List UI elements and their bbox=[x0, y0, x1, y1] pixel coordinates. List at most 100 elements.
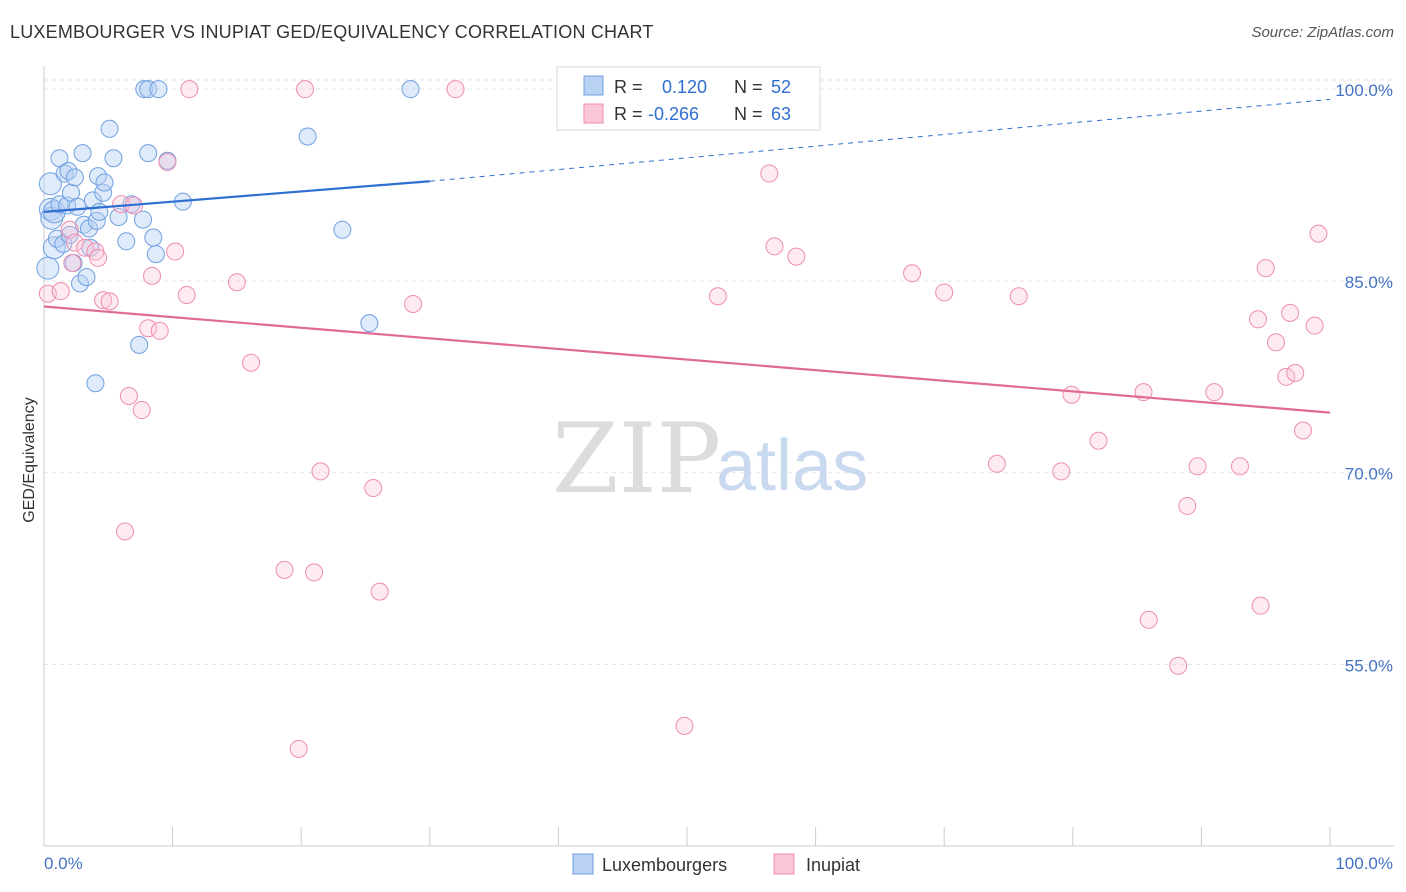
source-label: Source: ZipAtlas.com bbox=[1251, 24, 1394, 41]
point-luxembourgers bbox=[89, 167, 108, 186]
point-inupiat bbox=[132, 401, 151, 420]
point-luxembourgers bbox=[68, 197, 87, 216]
y-tick-label: 70.0% bbox=[1345, 465, 1393, 484]
point-inupiat bbox=[1256, 259, 1275, 278]
point-luxembourgers bbox=[333, 220, 352, 239]
watermark-zip: ZIP bbox=[552, 403, 721, 515]
point-inupiat bbox=[296, 80, 315, 99]
point-luxembourgers bbox=[104, 149, 123, 168]
series-luxembourgers bbox=[36, 80, 420, 393]
legend-swatch-inupiat bbox=[583, 103, 604, 124]
x-tick-label-min: 0.0% bbox=[44, 854, 83, 873]
point-inupiat bbox=[65, 233, 84, 252]
point-inupiat bbox=[708, 287, 727, 306]
point-luxembourgers bbox=[135, 80, 154, 99]
series-inupiat bbox=[38, 80, 1328, 758]
point-luxembourgers bbox=[130, 335, 149, 354]
x-tick-label-max: 100.0% bbox=[1335, 854, 1393, 873]
point-inupiat bbox=[227, 273, 246, 292]
y-tick-label: 85.0% bbox=[1345, 273, 1393, 292]
watermark: ZIP atlas bbox=[552, 403, 868, 515]
point-inupiat bbox=[116, 522, 135, 541]
y-axis-title: GED/Equivalency bbox=[21, 397, 38, 522]
point-luxembourgers bbox=[401, 80, 420, 99]
point-inupiat bbox=[1205, 383, 1224, 402]
point-luxembourgers bbox=[36, 256, 60, 280]
point-inupiat bbox=[1230, 457, 1249, 476]
point-inupiat bbox=[1052, 462, 1071, 481]
point-inupiat bbox=[1293, 421, 1312, 440]
point-inupiat bbox=[935, 283, 954, 302]
trend-lines bbox=[43, 98, 1331, 414]
point-inupiat bbox=[51, 282, 70, 301]
point-inupiat bbox=[1251, 596, 1270, 615]
point-inupiat bbox=[143, 266, 162, 285]
series-legend-swatch-luxembourgers bbox=[572, 853, 594, 875]
point-luxembourgers bbox=[80, 219, 99, 238]
point-inupiat bbox=[1266, 333, 1285, 352]
point-inupiat bbox=[903, 264, 922, 283]
point-luxembourgers bbox=[86, 374, 105, 393]
point-inupiat bbox=[765, 237, 784, 256]
point-luxembourgers bbox=[50, 195, 69, 214]
point-luxembourgers bbox=[144, 228, 163, 247]
point-inupiat bbox=[760, 164, 779, 183]
point-inupiat bbox=[1009, 287, 1028, 306]
series-legend: Luxembourgers Inupiat bbox=[572, 853, 860, 875]
point-luxembourgers bbox=[139, 144, 158, 163]
point-inupiat bbox=[1178, 496, 1197, 515]
legend-n-value-luxembourgers: 52 bbox=[771, 77, 791, 97]
legend-n-value-inupiat: 63 bbox=[771, 104, 791, 124]
point-luxembourgers bbox=[149, 80, 168, 99]
point-inupiat bbox=[446, 80, 465, 99]
point-inupiat bbox=[275, 560, 294, 579]
point-inupiat bbox=[364, 479, 383, 498]
point-luxembourgers bbox=[77, 268, 96, 287]
point-luxembourgers bbox=[100, 119, 119, 138]
point-inupiat bbox=[311, 462, 330, 481]
point-inupiat bbox=[1089, 431, 1108, 450]
point-luxembourgers bbox=[146, 245, 165, 264]
point-inupiat bbox=[1248, 310, 1267, 329]
point-luxembourgers bbox=[298, 127, 317, 146]
legend-r-value-inupiat: -0.266 bbox=[648, 104, 699, 124]
gridlines bbox=[44, 79, 1394, 665]
point-inupiat bbox=[1188, 457, 1207, 476]
point-inupiat bbox=[94, 291, 113, 310]
y-tick-labels: 100.0% 85.0% 70.0% 55.0% bbox=[1335, 81, 1393, 675]
point-inupiat bbox=[987, 454, 1006, 473]
point-inupiat bbox=[1139, 610, 1158, 629]
point-inupiat bbox=[166, 242, 185, 261]
axes bbox=[43, 66, 1394, 847]
point-luxembourgers bbox=[73, 144, 92, 163]
point-inupiat bbox=[1305, 316, 1324, 335]
series-legend-label-inupiat: Inupiat bbox=[806, 855, 860, 875]
point-inupiat bbox=[242, 353, 261, 372]
point-inupiat bbox=[180, 80, 199, 99]
point-inupiat bbox=[1281, 303, 1300, 322]
series-legend-label-luxembourgers: Luxembourgers bbox=[602, 855, 727, 875]
y-tick-label: 55.0% bbox=[1345, 656, 1393, 675]
point-luxembourgers bbox=[139, 80, 158, 99]
stats-legend: R = 0.120 N = 52 R = -0.266 N = 63 bbox=[556, 66, 821, 131]
point-inupiat bbox=[370, 582, 389, 601]
point-inupiat bbox=[675, 716, 694, 735]
point-inupiat bbox=[158, 153, 177, 172]
x-tick-labels: 0.0% 100.0% bbox=[44, 854, 1393, 873]
point-inupiat bbox=[177, 286, 196, 305]
legend-r-label-luxembourgers: R = bbox=[614, 77, 643, 97]
chart-title: LUXEMBOURGER VS INUPIAT GED/EQUIVALENCY … bbox=[10, 22, 654, 42]
point-luxembourgers bbox=[38, 172, 62, 196]
point-inupiat bbox=[1062, 385, 1081, 404]
legend-r-label-inupiat: R = bbox=[614, 104, 643, 124]
point-luxembourgers bbox=[38, 197, 62, 221]
point-inupiat bbox=[76, 238, 95, 257]
point-luxembourgers bbox=[95, 173, 114, 192]
point-inupiat bbox=[63, 254, 82, 273]
point-inupiat bbox=[100, 292, 119, 311]
trend-line-luxembourgers-extension bbox=[429, 98, 1331, 182]
legend-r-value-luxembourgers: 0.120 bbox=[662, 77, 707, 97]
point-inupiat bbox=[1277, 367, 1296, 386]
legend-n-label-luxembourgers: N = bbox=[734, 77, 763, 97]
